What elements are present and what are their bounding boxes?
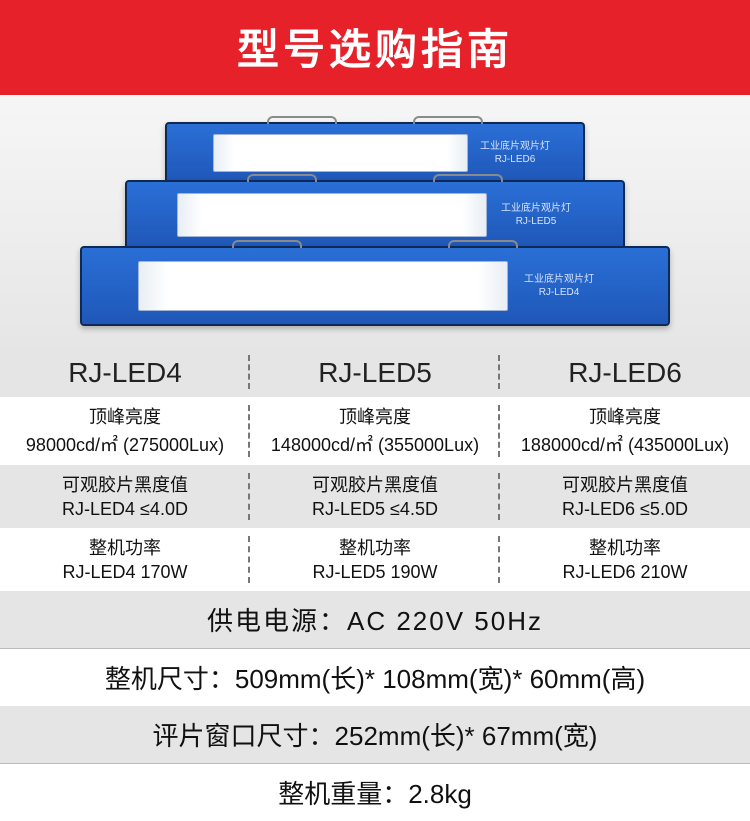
spec-title: 顶峰亮度 — [504, 403, 746, 429]
handle-icon — [247, 174, 317, 182]
guide-header: 型号选购指南 — [0, 0, 750, 95]
col-led5: 整机功率 RJ-LED5 190W — [250, 528, 500, 591]
product-image: 工业底片观片灯 RJ-LED6 工业底片观片灯 RJ-LED5 工业底片观片灯 … — [0, 95, 750, 347]
spec-value: RJ-LED5 190W — [254, 562, 496, 583]
spec-value: 188000cd/㎡ (435000Lux) — [504, 431, 746, 457]
density-spec: 可观胶片黑度值 RJ-LED4 ≤4.0D — [0, 465, 250, 528]
brightness-row: 顶峰亮度 98000cd/㎡ (275000Lux) 顶峰亮度 148000cd… — [0, 397, 750, 465]
col-led6: 整机功率 RJ-LED6 210W — [500, 528, 750, 591]
guide-title: 型号选购指南 — [237, 26, 513, 73]
density-row: 可观胶片黑度值 RJ-LED4 ≤4.0D 可观胶片黑度值 RJ-LED5 ≤4… — [0, 465, 750, 528]
handle-icon — [448, 240, 518, 248]
col-led6: RJ-LED6 — [500, 347, 750, 397]
col-led5: RJ-LED5 — [250, 347, 500, 397]
power-supply-row: 供电电源：AC 220V 50Hz — [0, 591, 750, 648]
spec-title: 整机功率 — [254, 534, 496, 560]
brightness-spec: 顶峰亮度 188000cd/㎡ (435000Lux) — [500, 397, 750, 465]
col-led6: 顶峰亮度 188000cd/㎡ (435000Lux) — [500, 397, 750, 465]
weight-row: 整机重量：2.8kg — [0, 763, 750, 821]
col-led5: 可观胶片黑度值 RJ-LED5 ≤4.5D — [250, 465, 500, 528]
device-led5: 工业底片观片灯 RJ-LED5 — [125, 180, 625, 250]
spec-title: 可观胶片黑度值 — [254, 471, 496, 497]
model-name: RJ-LED5 — [250, 347, 500, 397]
handle-icon — [433, 174, 503, 182]
handle-icon — [232, 240, 302, 248]
spec-value: 98000cd/㎡ (275000Lux) — [4, 431, 246, 457]
window-size-row: 评片窗口尺寸：252mm(长)* 67mm(宽) — [0, 706, 750, 763]
power-spec: 整机功率 RJ-LED5 190W — [250, 528, 500, 591]
dimensions-row: 整机尺寸：509mm(长)* 108mm(宽)* 60mm(高) — [0, 648, 750, 706]
dimensions-text: 整机尺寸：509mm(长)* 108mm(宽)* 60mm(高) — [105, 664, 645, 694]
spec-title: 顶峰亮度 — [4, 403, 246, 429]
brightness-spec: 顶峰亮度 98000cd/㎡ (275000Lux) — [0, 397, 250, 465]
col-led5: 顶峰亮度 148000cd/㎡ (355000Lux) — [250, 397, 500, 465]
model-name: RJ-LED6 — [500, 347, 750, 397]
power-spec: 整机功率 RJ-LED6 210W — [500, 528, 750, 591]
power-spec: 整机功率 RJ-LED4 170W — [0, 528, 250, 591]
handle-icon — [267, 116, 337, 124]
spec-value: RJ-LED6 ≤5.0D — [504, 499, 746, 520]
weight-text: 整机重量：2.8kg — [278, 779, 472, 809]
spec-title: 可观胶片黑度值 — [4, 471, 246, 497]
col-led4: 顶峰亮度 98000cd/㎡ (275000Lux) — [0, 397, 250, 465]
model-name: RJ-LED4 — [0, 347, 250, 397]
device-screen — [177, 193, 487, 237]
device-screen — [213, 134, 468, 172]
handle-icon — [413, 116, 483, 124]
model-row: RJ-LED4 RJ-LED5 RJ-LED6 — [0, 347, 750, 397]
spec-value: RJ-LED5 ≤4.5D — [254, 499, 496, 520]
col-led4: RJ-LED4 — [0, 347, 250, 397]
power-row: 整机功率 RJ-LED4 170W 整机功率 RJ-LED5 190W 整机功率… — [0, 528, 750, 591]
device-label: 工业底片观片灯 RJ-LED5 — [501, 202, 571, 228]
power-supply-text: 供电电源：AC 220V 50Hz — [207, 606, 543, 636]
spec-value: RJ-LED4 ≤4.0D — [4, 499, 246, 520]
brightness-spec: 顶峰亮度 148000cd/㎡ (355000Lux) — [250, 397, 500, 465]
spec-value: RJ-LED6 210W — [504, 562, 746, 583]
spec-title: 整机功率 — [4, 534, 246, 560]
device-screen — [138, 261, 508, 311]
col-led4: 可观胶片黑度值 RJ-LED4 ≤4.0D — [0, 465, 250, 528]
density-spec: 可观胶片黑度值 RJ-LED6 ≤5.0D — [500, 465, 750, 528]
device-label: 工业底片观片灯 RJ-LED4 — [524, 273, 594, 299]
col-led6: 可观胶片黑度值 RJ-LED6 ≤5.0D — [500, 465, 750, 528]
spec-value: 148000cd/㎡ (355000Lux) — [254, 431, 496, 457]
device-label: 工业底片观片灯 RJ-LED6 — [480, 140, 550, 166]
col-led4: 整机功率 RJ-LED4 170W — [0, 528, 250, 591]
spec-title: 可观胶片黑度值 — [504, 471, 746, 497]
device-led6: 工业底片观片灯 RJ-LED6 — [165, 122, 585, 184]
spec-title: 整机功率 — [504, 534, 746, 560]
device-led4: 工业底片观片灯 RJ-LED4 — [80, 246, 670, 326]
spec-title: 顶峰亮度 — [254, 403, 496, 429]
window-size-text: 评片窗口尺寸：252mm(长)* 67mm(宽) — [153, 721, 598, 751]
spec-value: RJ-LED4 170W — [4, 562, 246, 583]
density-spec: 可观胶片黑度值 RJ-LED5 ≤4.5D — [250, 465, 500, 528]
